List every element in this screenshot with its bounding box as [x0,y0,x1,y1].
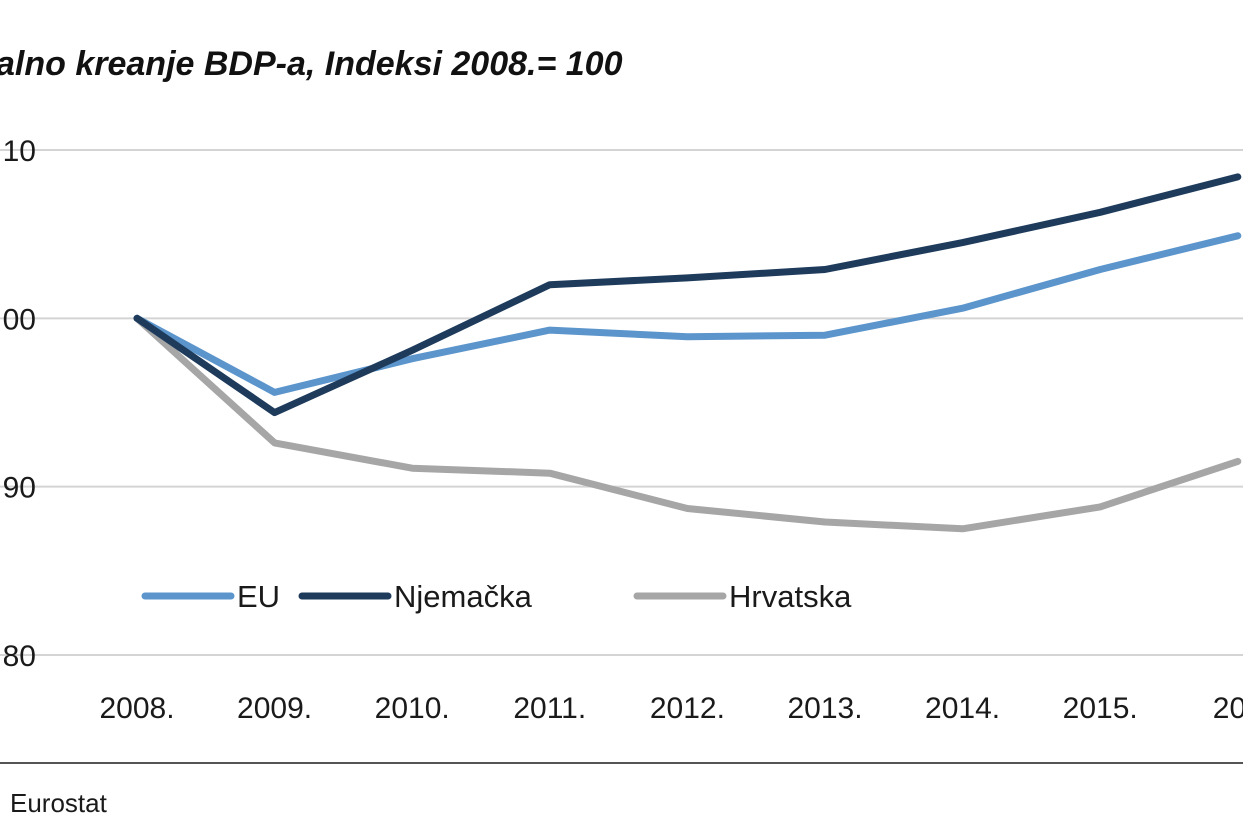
series-line-njemacka [133,173,1242,417]
series-lines [133,173,1242,533]
legend-label: EU [237,579,280,614]
chart-title: alno kreanje BDP-a, Indeksi 2008.= 100 [0,45,623,83]
y-tick-label: 90 [3,472,36,505]
series-line-eu [133,232,1242,396]
gridlines [0,149,1243,656]
y-axis-ticks: 10 00 90 80 [3,135,36,673]
x-tick-label: 2010. [375,692,450,725]
x-tick-label: 2009. [237,692,312,725]
x-tick-label: 2015. [1063,692,1138,725]
x-tick-label: 2011. [513,692,586,725]
y-tick-label: 80 [3,640,36,673]
x-tick-label: 2014. [925,692,1000,725]
x-axis-ticks: 2008. 2009. 2010. 2011. 2012. 2013. 2014. 2015.… [99,692,1243,725]
source-note: Eurostat [10,788,108,818]
series-line-hrvatska [133,314,1242,533]
x-tick-label: 2012. [650,692,725,725]
legend: EU Njemačka Hrvatska [141,579,852,614]
x-tick-label: 201 [1213,692,1243,725]
y-tick-label: 10 [3,135,36,168]
legend-label: Njemačka [394,579,533,614]
legend-label: Hrvatska [729,579,852,614]
x-tick-label: 2013. [787,692,862,725]
x-tick-label: 2008. [99,692,174,725]
y-tick-label: 00 [3,303,36,336]
